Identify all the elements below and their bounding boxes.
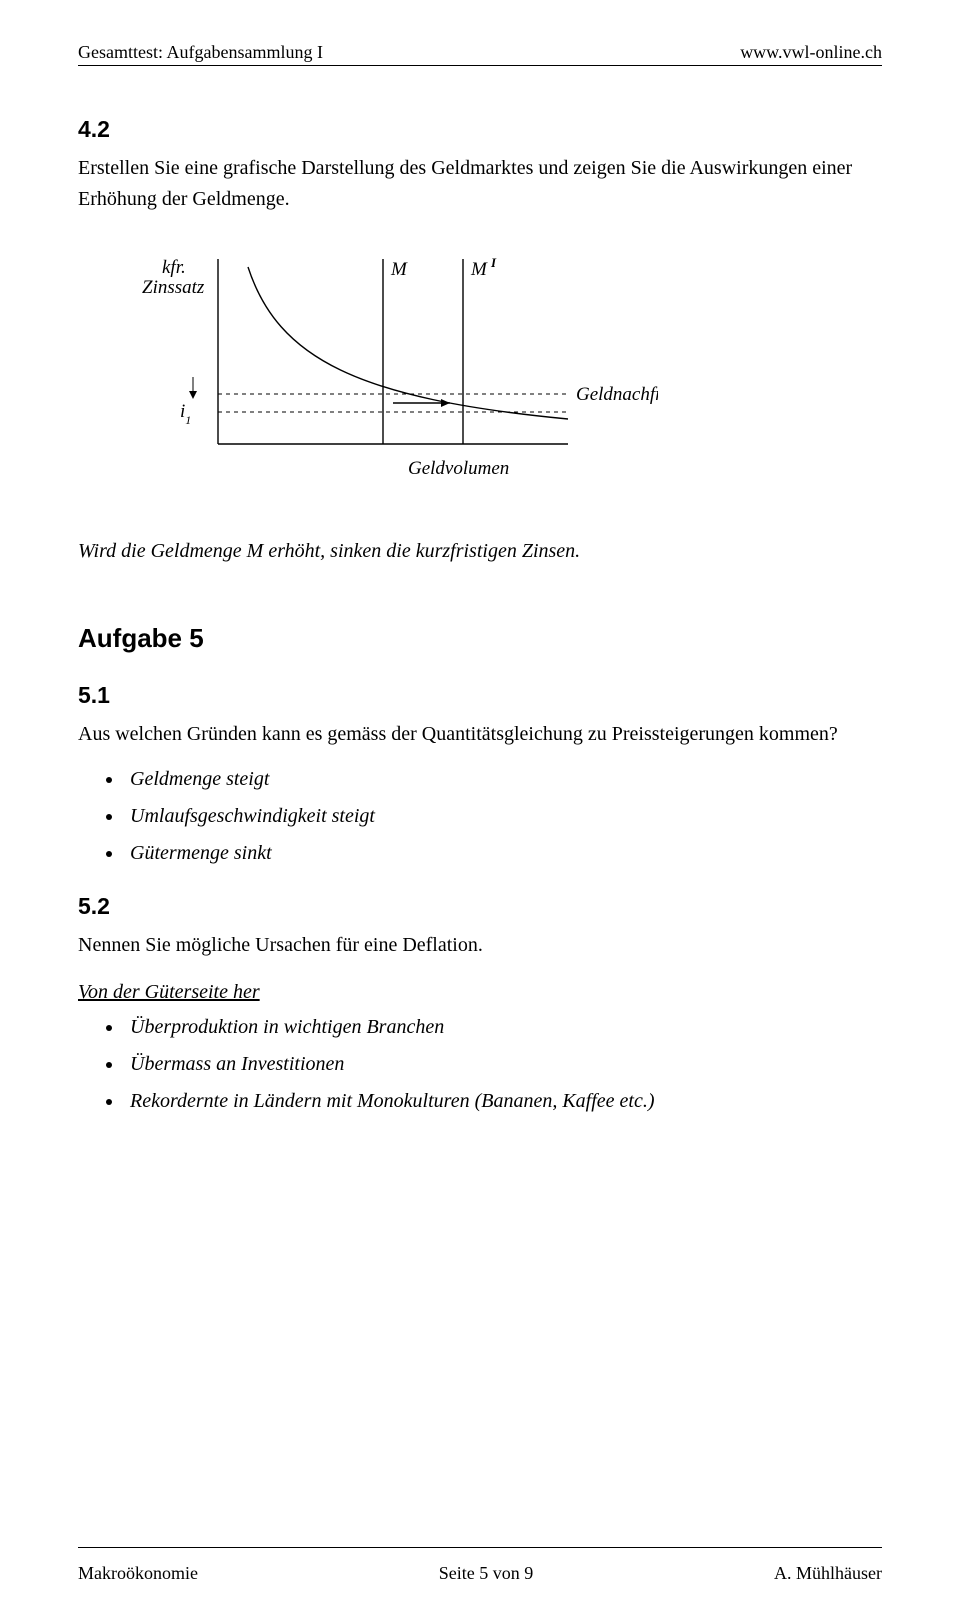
section-4-2-prompt: Erstellen Sie eine grafische Darstellung… [78,153,882,215]
header-rule [78,65,882,66]
footer-left: Makroökonomie [78,1563,198,1584]
diagram-svg: kfr.Zinssatzi1MMIGeldnachfrageGeldvolume… [138,239,658,499]
header-left: Gesamttest: Aufgabensammlung I [78,42,323,63]
section-5-1-number: 5.1 [78,682,882,709]
list-item: Geldmenge steigt [124,768,882,791]
section-5-2-prompt: Nennen Sie mögliche Ursachen für eine De… [78,930,882,961]
footer-rule [78,1547,882,1548]
page: Gesamttest: Aufgabensammlung I www.vwl-o… [0,0,960,1618]
svg-text:M: M [390,259,408,280]
footer-right: A. Mühlhäuser [774,1563,882,1584]
list-item: Rekordernte in Ländern mit Monokulturen … [124,1090,882,1113]
svg-text:Geldvolumen: Geldvolumen [408,458,509,479]
section-5-1-bullets: Geldmenge steigt Umlaufsgeschwindigkeit s… [78,768,882,865]
list-item: Übermass an Investitionen [124,1053,882,1076]
footer-center: Seite 5 von 9 [439,1563,534,1584]
svg-text:Geldnachfrage: Geldnachfrage [576,384,658,405]
svg-text:i1: i1 [180,401,191,427]
section-5-1-prompt: Aus welchen Gründen kann es gemäss der Q… [78,719,882,750]
header-right: www.vwl-online.ch [740,42,882,63]
svg-text:kfr.: kfr. [162,257,186,278]
section-5-2-subheading: Von der Güterseite her [78,981,882,1004]
section-5-2-number: 5.2 [78,893,882,920]
section-4-2-result: Wird die Geldmenge M erhöht, sinken die … [78,540,882,563]
svg-text:I: I [490,255,497,270]
page-header: Gesamttest: Aufgabensammlung I www.vwl-o… [78,42,882,63]
svg-text:Zinssatz: Zinssatz [142,277,205,298]
aufgabe-5-heading: Aufgabe 5 [78,623,882,654]
list-item: Umlaufsgeschwindigkeit steigt [124,805,882,828]
list-item: Überproduktion in wichtigen Branchen [124,1016,882,1039]
page-footer: Makroökonomie Seite 5 von 9 A. Mühlhäuse… [78,1563,882,1584]
money-market-diagram: kfr.Zinssatzi1MMIGeldnachfrageGeldvolume… [138,239,882,504]
svg-text:M: M [470,259,488,280]
list-item: Gütermenge sinkt [124,842,882,865]
section-4-2-number: 4.2 [78,116,882,143]
section-5-2-bullets: Überproduktion in wichtigen Branchen Über… [78,1016,882,1113]
